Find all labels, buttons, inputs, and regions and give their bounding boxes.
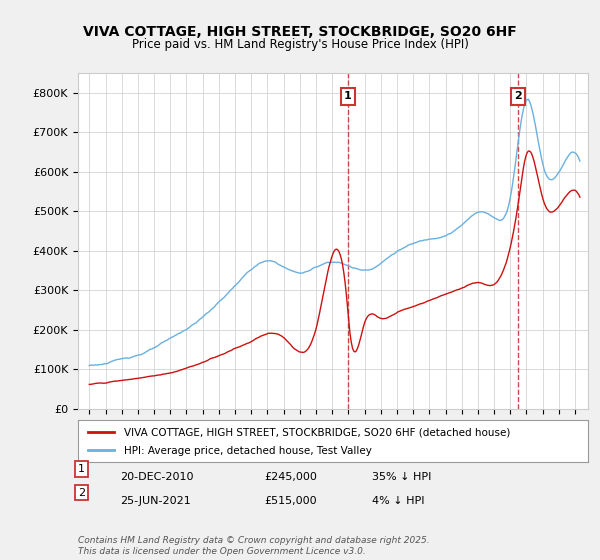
Text: 4% ↓ HPI: 4% ↓ HPI [372,496,425,506]
Text: 35% ↓ HPI: 35% ↓ HPI [372,472,431,482]
Text: £245,000: £245,000 [264,472,317,482]
Text: Contains HM Land Registry data © Crown copyright and database right 2025.
This d: Contains HM Land Registry data © Crown c… [78,536,430,556]
Text: VIVA COTTAGE, HIGH STREET, STOCKBRIDGE, SO20 6HF (detached house): VIVA COTTAGE, HIGH STREET, STOCKBRIDGE, … [124,428,510,437]
Text: Price paid vs. HM Land Registry's House Price Index (HPI): Price paid vs. HM Land Registry's House … [131,38,469,51]
Text: VIVA COTTAGE, HIGH STREET, STOCKBRIDGE, SO20 6HF: VIVA COTTAGE, HIGH STREET, STOCKBRIDGE, … [83,25,517,39]
Text: 25-JUN-2021: 25-JUN-2021 [120,496,191,506]
Text: 20-DEC-2010: 20-DEC-2010 [120,472,193,482]
Text: HPI: Average price, detached house, Test Valley: HPI: Average price, detached house, Test… [124,446,372,456]
Text: 1: 1 [78,464,85,474]
Text: 1: 1 [344,91,352,101]
Text: 2: 2 [514,91,522,101]
Text: 2: 2 [78,488,85,498]
Text: £515,000: £515,000 [264,496,317,506]
